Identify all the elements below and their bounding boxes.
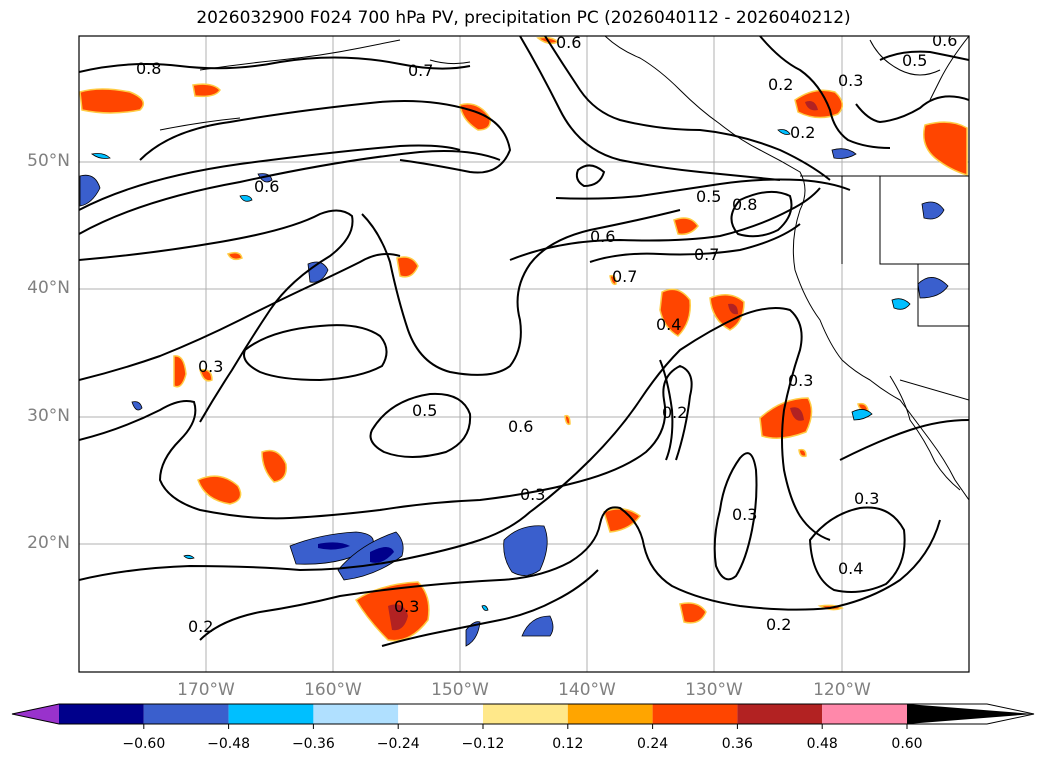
colorbar-under-arrow [12,704,59,724]
contour-label: 0.3 [198,357,223,376]
colorbar-tick-label: 0.12 [552,736,584,752]
lat-label: 40°N [27,278,70,298]
lon-label: 170°W [177,680,235,700]
colorbar-tick-label: 0.36 [721,736,753,752]
coastlines [159,36,969,501]
contour-label: 0.4 [656,315,681,334]
colorbar-segment [59,704,144,724]
colorbar-tick-label: 0.24 [637,736,669,752]
contour-label: 0.5 [696,187,721,206]
lon-label: 150°W [431,680,489,700]
lat-label: 20°N [27,533,70,553]
contour-label: 0.3 [838,71,863,90]
contour-label: 0.3 [732,505,757,524]
lon-label: 120°W [813,680,871,700]
colorbar-tick-label: −0.60 [122,736,166,752]
contour-label: 0.8 [136,59,161,78]
contour-label: 0.3 [854,489,879,508]
contour-label: 0.6 [508,417,533,436]
colorbar-segment [398,704,483,724]
colorbar-segment [652,704,738,724]
colorbar-tick-label: −0.36 [291,736,335,752]
contour-label: 0.5 [902,51,927,70]
colorbar-tick-label: 0.48 [806,736,838,752]
contour-label: 0.7 [694,245,719,264]
contour-label: 0.2 [188,617,213,636]
colorbar-segment [483,704,568,724]
contour-label: 0.6 [932,31,957,50]
pv-contour-labels: 0.8 0.7 0.6 0.6 0.5 0.8 0.7 0.6 0.7 0.4 … [136,31,957,636]
colorbar-tick-label: −0.12 [461,736,505,752]
lat-label: 50°N [27,151,70,171]
colorbar-tick-label: −0.48 [207,736,251,752]
colorbar [11,703,1035,729]
contour-label: 0.6 [590,227,615,246]
contour-label: 0.2 [766,615,791,634]
map-frame [78,35,970,673]
lon-label: 140°W [558,680,616,700]
colorbar-tick-label: −0.24 [376,736,420,752]
colorbar-tick-label: 0.60 [891,736,923,752]
colorbar-over-arrow [907,704,1034,724]
contour-label: 0.2 [790,123,815,142]
contour-label: 0.6 [254,177,279,196]
contour-label: 0.3 [520,485,545,504]
colorbar-segment [567,704,653,724]
contour-label: 0.7 [408,61,433,80]
gridlines [79,36,969,672]
contour-label: 0.2 [662,403,687,422]
contour-label: 0.6 [556,33,581,52]
colorbar-segment [822,704,907,724]
contour-label: 0.7 [612,267,637,286]
contour-label: 0.3 [394,597,419,616]
contour-label: 0.3 [788,371,813,390]
colorbar-segment [313,704,399,724]
lon-label: 160°W [304,680,362,700]
precip-negative-shading [79,129,949,647]
map-title: 2026032900 F024 700 hPa PV, precipitatio… [196,8,851,28]
contour-label: 0.2 [768,75,793,94]
colorbar-segment [737,704,823,724]
lon-label: 130°W [685,680,743,700]
contour-label: 0.5 [412,401,437,420]
contour-label: 0.8 [732,195,757,214]
pv-contours [79,36,969,647]
lat-label: 30°N [27,406,70,426]
colorbar-segment [143,704,229,724]
colorbar-segment [228,704,314,724]
contour-label: 0.4 [838,559,863,578]
